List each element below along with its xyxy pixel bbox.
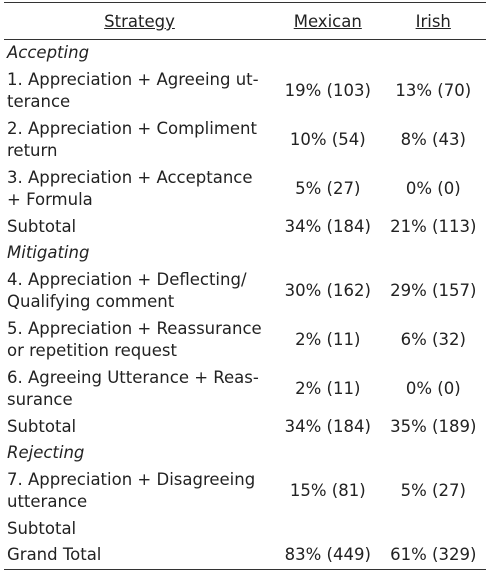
data-row: Subtotal bbox=[4, 516, 486, 543]
strategy-line: 6. Agreeing Utterance + Reas- bbox=[7, 367, 259, 387]
mexican-cell: 30% (162) bbox=[284, 280, 371, 300]
mexican-cell: 34% (184) bbox=[284, 416, 371, 436]
irish-cell: 21% (113) bbox=[390, 216, 477, 236]
irish-cell: 0% (0) bbox=[405, 378, 461, 398]
section-row: Accepting bbox=[4, 40, 486, 67]
data-row: 1. Appreciation + Agreeing ut-terance 19%… bbox=[4, 67, 486, 116]
irish-cell: 5% (27) bbox=[400, 480, 466, 500]
irish-cell: 61% (329) bbox=[390, 545, 477, 564]
mexican-cell: 15% (81) bbox=[289, 480, 366, 500]
strategy-line: Subtotal bbox=[7, 216, 77, 236]
strategy-cell: Subtotal bbox=[4, 414, 275, 441]
section-label: Accepting bbox=[7, 43, 90, 62]
data-row: 4. Appreciation + Deflecting/Qualifying … bbox=[4, 267, 486, 316]
data-row: Subtotal 34% (184) 35% (189) bbox=[4, 414, 486, 441]
strategy-line: 5. Appreciation + Reassurance bbox=[7, 318, 262, 338]
strategy-cell: Subtotal bbox=[4, 214, 275, 241]
strategy-cell: Grand Total bbox=[4, 542, 275, 569]
section-row: Mitigating bbox=[4, 240, 486, 267]
strategy-line: Qualifying comment bbox=[7, 292, 175, 311]
data-row: Subtotal 34% (184) 21% (113) bbox=[4, 214, 486, 241]
table-body: Accepting 1. Appreciation + Agreeing ut-t… bbox=[4, 40, 486, 570]
strategy-cell: 7. Appreciation + Disagreeing utterance bbox=[4, 467, 275, 516]
strategy-line: 4. Appreciation + Deflecting/ bbox=[7, 269, 247, 289]
data-row: 6. Agreeing Utterance + Reas-surance 2% (… bbox=[4, 365, 486, 414]
irish-cell: 6% (32) bbox=[400, 329, 466, 349]
irish-cell: 29% (157) bbox=[390, 280, 477, 300]
strategy-cell: 2. Appreciation + Compliment return bbox=[4, 116, 275, 165]
strategy-line: utterance bbox=[7, 492, 88, 511]
strategy-cell: 1. Appreciation + Agreeing ut-terance bbox=[4, 67, 275, 116]
mexican-cell: 34% (184) bbox=[284, 216, 371, 236]
mexican-cell: 19% (103) bbox=[284, 80, 371, 100]
strategy-line: terance bbox=[7, 92, 71, 111]
strategy-cell: 6. Agreeing Utterance + Reas-surance bbox=[4, 365, 275, 414]
irish-cell: 8% (43) bbox=[400, 129, 466, 149]
strategy-line: 2. Appreciation + Compliment bbox=[7, 118, 257, 138]
strategy-line: 3. Appreciation + Acceptance bbox=[7, 167, 253, 187]
data-row: 7. Appreciation + Disagreeing utterance 15… bbox=[4, 467, 486, 516]
section-row: Rejecting bbox=[4, 440, 486, 467]
strategy-cell: 4. Appreciation + Deflecting/Qualifying … bbox=[4, 267, 275, 316]
header-cell: Strategy bbox=[4, 2, 275, 40]
strategy-cell: 5. Appreciation + Reassurance or repetiti… bbox=[4, 316, 275, 365]
strategy-cell: 3. Appreciation + Acceptance + Formula bbox=[4, 165, 275, 214]
strategy-line: 1. Appreciation + Agreeing ut- bbox=[7, 69, 259, 89]
mexican-cell: 10% (54) bbox=[289, 129, 366, 149]
strategy-line: Subtotal bbox=[7, 518, 77, 538]
strategy-line: 7. Appreciation + Disagreeing bbox=[7, 469, 256, 489]
data-row: 3. Appreciation + Acceptance + Formula 5% … bbox=[4, 165, 486, 214]
mexican-cell: 5% (27) bbox=[295, 178, 361, 198]
data-row: 2. Appreciation + Compliment return 10% (5… bbox=[4, 116, 486, 165]
strategy-line: Subtotal bbox=[7, 416, 77, 436]
irish-cell: 35% (189) bbox=[390, 416, 477, 436]
strategy-line: or repetition request bbox=[7, 341, 177, 360]
mexican-cell: 83% (449) bbox=[284, 545, 371, 564]
irish-cell bbox=[381, 516, 487, 543]
strategy-cell: Subtotal bbox=[4, 516, 275, 543]
section-label: Mitigating bbox=[7, 243, 90, 262]
strategy-line: surance bbox=[7, 390, 73, 409]
header-row: Strategy Mexican Irish bbox=[4, 2, 486, 40]
data-row: Grand Total 83% (449) 61% (329) bbox=[4, 542, 486, 569]
strategy-line: return bbox=[7, 141, 58, 160]
data-row: 5. Appreciation + Reassurance or repetiti… bbox=[4, 316, 486, 365]
strategy-line: + Formula bbox=[7, 190, 93, 209]
strategy-table: Strategy Mexican Irish Accepting 1. Appre… bbox=[4, 2, 486, 570]
header-cell: Mexican bbox=[275, 2, 381, 40]
mexican-cell: 2% (11) bbox=[295, 329, 361, 349]
mexican-cell: 2% (11) bbox=[295, 378, 361, 398]
irish-cell: 0% (0) bbox=[405, 178, 461, 198]
section-label: Rejecting bbox=[7, 443, 85, 462]
strategy-line: Grand Total bbox=[7, 545, 102, 564]
irish-cell: 13% (70) bbox=[395, 80, 472, 100]
mexican-cell bbox=[275, 516, 381, 543]
header-cell: Irish bbox=[380, 2, 486, 40]
